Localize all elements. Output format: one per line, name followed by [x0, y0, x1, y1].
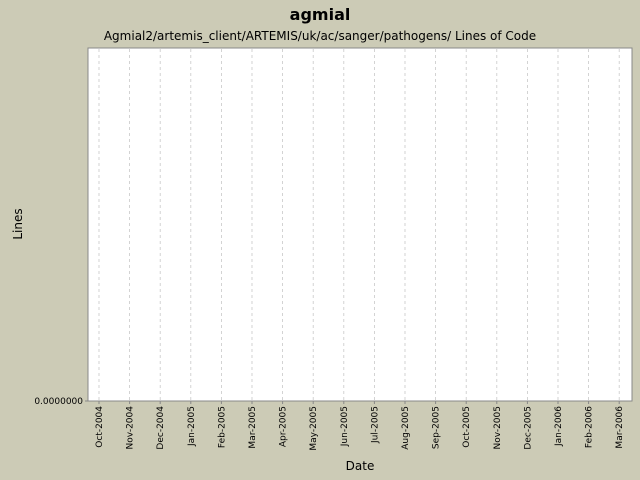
x-tick-label: Feb-2005	[217, 406, 227, 448]
x-tick-label: Jan-2006	[554, 406, 564, 447]
x-tick-label: Sep-2005	[432, 406, 442, 449]
x-tick-label: Aug-2005	[401, 406, 411, 450]
x-tick-label: Mar-2006	[615, 406, 625, 449]
x-tick-label: Oct-2005	[462, 406, 472, 448]
chart-title: agmial	[289, 5, 351, 24]
x-tick-label: Jul-2005	[370, 406, 380, 444]
x-tick-label: Oct-2004	[95, 406, 105, 448]
x-axis: Oct-2004 Nov-2004 Dec-2004 Jan-2005 Feb-2005…	[95, 401, 625, 451]
x-tick-label: Nov-2004	[126, 406, 136, 450]
x-tick-label: Jun-2005	[340, 406, 350, 447]
y-axis: 0.0000000	[34, 397, 88, 407]
gridlines	[98, 49, 620, 401]
x-tick-label: Jan-2005	[187, 406, 197, 447]
x-tick-label: Dec-2005	[523, 406, 533, 450]
x-tick-label: Dec-2004	[156, 406, 166, 450]
x-tick-label: Apr-2005	[279, 406, 289, 447]
y-axis-label: Lines	[11, 208, 25, 239]
plot-area	[87, 47, 633, 402]
x-tick-label: May-2005	[309, 406, 319, 451]
chart-subtitle: Agmial2/artemis_client/ARTEMIS/uk/ac/san…	[103, 29, 537, 43]
x-tick-label: Mar-2005	[248, 406, 258, 449]
x-tick-label: Feb-2006	[585, 406, 595, 448]
y-tick-label: 0.0000000	[34, 397, 83, 407]
x-axis-label: Date	[346, 459, 375, 473]
x-tick-label: Nov-2005	[493, 406, 503, 449]
